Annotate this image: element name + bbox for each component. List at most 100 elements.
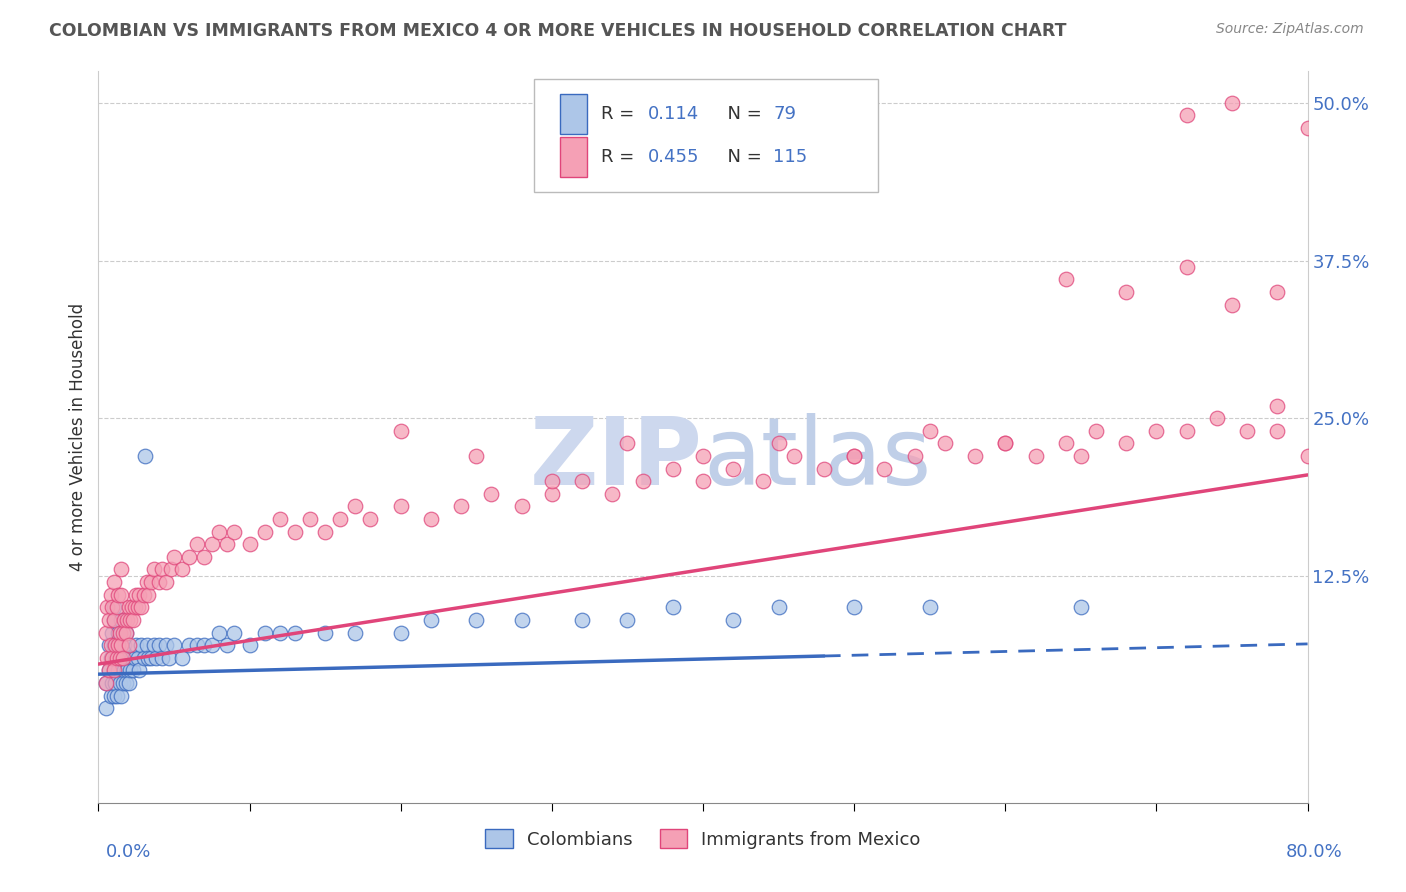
Point bbox=[186, 537, 208, 551]
Bar bbox=[561, 94, 586, 134]
Point bbox=[121, 600, 143, 615]
Point bbox=[111, 676, 134, 690]
Point bbox=[103, 600, 125, 615]
Text: 0.114: 0.114 bbox=[647, 104, 699, 122]
Point bbox=[110, 588, 132, 602]
Point bbox=[1296, 449, 1319, 463]
Point bbox=[253, 625, 276, 640]
Point bbox=[1054, 436, 1077, 450]
Point bbox=[125, 638, 148, 652]
Point bbox=[1267, 285, 1289, 299]
Bar bbox=[561, 137, 586, 178]
Point bbox=[122, 664, 145, 678]
Point bbox=[224, 524, 246, 539]
Point bbox=[127, 600, 149, 615]
Point bbox=[965, 449, 987, 463]
Point bbox=[1236, 424, 1258, 438]
Point bbox=[193, 638, 215, 652]
Point bbox=[1024, 449, 1046, 463]
Point bbox=[104, 650, 127, 665]
Point bbox=[101, 676, 124, 690]
Point bbox=[112, 664, 135, 678]
Point bbox=[994, 436, 1017, 450]
Text: R =: R = bbox=[602, 148, 640, 166]
Point bbox=[108, 650, 131, 665]
Point bbox=[96, 600, 118, 615]
Point bbox=[661, 461, 683, 475]
Point bbox=[132, 588, 155, 602]
Point bbox=[94, 676, 117, 690]
Point bbox=[111, 650, 134, 665]
Point bbox=[616, 436, 638, 450]
Point bbox=[179, 638, 201, 652]
Point bbox=[163, 549, 186, 564]
Point bbox=[98, 664, 121, 678]
Point bbox=[103, 638, 125, 652]
Point bbox=[215, 537, 238, 551]
Point bbox=[389, 424, 412, 438]
Point bbox=[450, 500, 472, 514]
Point bbox=[94, 676, 117, 690]
Point bbox=[115, 664, 138, 678]
Point bbox=[571, 613, 593, 627]
Point bbox=[110, 638, 132, 652]
Point bbox=[163, 638, 186, 652]
Point bbox=[616, 613, 638, 627]
Point bbox=[934, 436, 956, 450]
Point bbox=[314, 524, 336, 539]
Text: COLOMBIAN VS IMMIGRANTS FROM MEXICO 4 OR MORE VEHICLES IN HOUSEHOLD CORRELATION : COLOMBIAN VS IMMIGRANTS FROM MEXICO 4 OR… bbox=[49, 22, 1067, 40]
Point bbox=[108, 625, 131, 640]
Point bbox=[481, 487, 503, 501]
Point bbox=[96, 650, 118, 665]
Text: atlas: atlas bbox=[703, 413, 931, 505]
Point bbox=[284, 524, 307, 539]
Point bbox=[141, 650, 163, 665]
Point bbox=[1267, 399, 1289, 413]
Point bbox=[1267, 424, 1289, 438]
Point bbox=[844, 600, 866, 615]
Point bbox=[103, 689, 125, 703]
Point bbox=[723, 461, 745, 475]
Point bbox=[108, 650, 131, 665]
Point bbox=[1206, 411, 1229, 425]
Point bbox=[201, 638, 224, 652]
Point bbox=[105, 650, 128, 665]
Point bbox=[122, 613, 145, 627]
Point bbox=[602, 487, 624, 501]
Point bbox=[420, 512, 443, 526]
Point bbox=[103, 575, 125, 590]
Point bbox=[1070, 600, 1092, 615]
Point bbox=[170, 650, 193, 665]
Text: 0.0%: 0.0% bbox=[105, 843, 150, 861]
Point bbox=[269, 512, 291, 526]
Point bbox=[135, 575, 157, 590]
Point bbox=[143, 638, 166, 652]
Point bbox=[105, 689, 128, 703]
Text: R =: R = bbox=[602, 104, 647, 122]
Point bbox=[127, 650, 149, 665]
Text: 79: 79 bbox=[773, 104, 796, 122]
Point bbox=[129, 600, 152, 615]
Point bbox=[100, 588, 122, 602]
Point bbox=[103, 664, 125, 678]
Point bbox=[510, 613, 533, 627]
Point bbox=[540, 474, 562, 488]
Point bbox=[112, 613, 135, 627]
Point bbox=[132, 650, 155, 665]
Point bbox=[118, 638, 141, 652]
Point bbox=[104, 676, 127, 690]
Point bbox=[224, 625, 246, 640]
Point bbox=[98, 638, 121, 652]
Point bbox=[107, 664, 129, 678]
Point bbox=[994, 436, 1017, 450]
Point bbox=[155, 575, 177, 590]
Text: N =: N = bbox=[716, 148, 768, 166]
Point bbox=[103, 613, 125, 627]
Point bbox=[239, 537, 262, 551]
Point bbox=[813, 461, 835, 475]
Point bbox=[104, 638, 127, 652]
Point bbox=[160, 562, 183, 576]
Point bbox=[661, 600, 683, 615]
Point bbox=[692, 474, 714, 488]
Point bbox=[94, 625, 117, 640]
